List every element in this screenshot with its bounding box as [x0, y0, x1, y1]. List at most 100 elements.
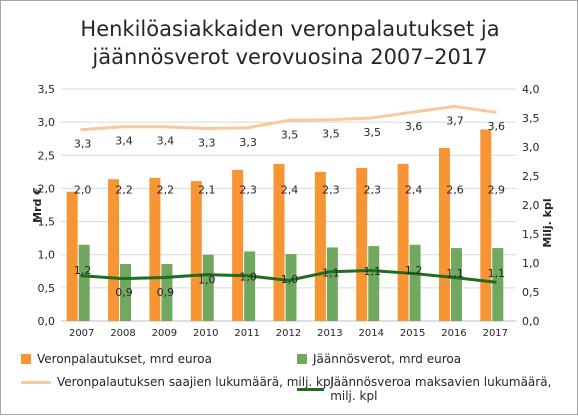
legend-label-maksajat: Jäännösveroa maksavien lukumäärä, milj. …	[330, 375, 552, 403]
x-tick-label: 2013	[317, 328, 342, 339]
data-label-saajat: 3,4	[115, 135, 133, 148]
data-label-saajat: 3,4	[157, 135, 175, 148]
bar-veronpalautukset	[356, 167, 368, 321]
bar-veronpalautukset	[190, 181, 202, 321]
x-tick-label: 2015	[400, 328, 425, 339]
bar-jaannosverot	[285, 254, 297, 321]
data-label-jaannosverot: 1,0	[239, 270, 257, 283]
data-label-veronpalautukset: 2,4	[405, 183, 423, 196]
data-label-veronpalautukset: 2,3	[239, 183, 257, 196]
x-tick-label: 2017	[483, 328, 508, 339]
legend-label-jaannosverot: Jäännösverot, mrd euroa	[313, 352, 462, 366]
chart-title-line-1: Henkilöasiakkaiden veronpalautukset ja	[80, 17, 500, 41]
x-tick-label: 2016	[441, 328, 466, 339]
bar-veronpalautukset	[480, 129, 492, 321]
y-right-axis-title: Milj. kpl	[541, 198, 554, 247]
legend-item-maksajat: Jäännösveroa maksavien lukumäärä, milj. …	[297, 375, 577, 403]
x-tick-label: 2010	[193, 328, 218, 339]
bar-jaannosverot	[244, 251, 256, 321]
y-left-tick-label: 0,5	[38, 282, 56, 295]
data-label-jaannosverot: 0,9	[115, 286, 133, 299]
legend-label-saajat: Veronpalautuksen saajien lukumäärä, milj…	[57, 375, 334, 389]
data-label-veronpalautukset: 2,3	[363, 183, 381, 196]
x-tick-label: 2011	[234, 328, 259, 339]
chart-title: Henkilöasiakkaiden veronpalautukset ja j…	[1, 15, 578, 71]
y-right-tick-label: 0,0	[522, 315, 540, 328]
data-label-veronpalautukset: 2,2	[115, 183, 133, 196]
data-label-jaannosverot: 1,2	[405, 264, 423, 277]
legend-swatch-saajat	[21, 380, 51, 384]
y-left-tick-label: 2,0	[38, 182, 56, 195]
data-label-veronpalautukset: 2,3	[322, 183, 340, 196]
data-label-jaannosverot: 1,1	[446, 267, 464, 280]
data-label-saajat: 3,5	[363, 126, 381, 139]
y-left-tick-label: 3,0	[38, 116, 56, 129]
x-tick-label: 2009	[152, 328, 177, 339]
bar-veronpalautukset	[438, 147, 450, 321]
y-right-tick-label: 4,0	[522, 83, 540, 96]
y-right-tick-label: 2,0	[522, 199, 540, 212]
legend-swatch-maksajat	[297, 387, 325, 391]
data-label-jaannosverot: 1,2	[74, 264, 92, 277]
bar-jaannosverot	[450, 248, 462, 321]
data-label-jaannosverot: 1,0	[281, 273, 299, 286]
bar-jaannosverot	[409, 244, 421, 321]
y-right-tick-label: 1,5	[522, 228, 540, 241]
data-label-saajat: 3,5	[281, 128, 299, 141]
y-left-tick-label: 1,0	[38, 249, 56, 262]
y-right-tick-label: 2,5	[522, 170, 540, 183]
data-label-jaannosverot: 1,0	[198, 274, 216, 287]
y-right-tick-label: 0,5	[522, 286, 540, 299]
x-tick-label: 2014	[359, 328, 384, 339]
y-right-tick-label: 3,0	[522, 141, 540, 154]
data-label-saajat: 3,6	[405, 120, 423, 133]
data-label-veronpalautukset: 2,0	[74, 183, 92, 196]
y-right-tick-label: 3,5	[522, 112, 540, 125]
bar-veronpalautukset	[108, 179, 120, 321]
legend-label-veronpalautukset: Veronpalautukset, mrd euroa	[37, 352, 212, 366]
bar-jaannosverot	[368, 246, 380, 321]
data-label-saajat: 3,6	[488, 120, 506, 133]
y-right-tick-label: 1,0	[522, 257, 540, 270]
data-label-jaannosverot: 1,1	[363, 265, 381, 278]
x-tick-label: 2012	[276, 328, 301, 339]
bar-jaannosverot	[202, 254, 214, 321]
bar-jaannosverot	[326, 247, 338, 321]
data-label-veronpalautukset: 2,9	[488, 183, 506, 196]
data-label-saajat: 3,3	[239, 136, 257, 149]
data-label-veronpalautukset: 2,1	[198, 183, 216, 196]
bar-veronpalautukset	[232, 169, 244, 321]
data-label-saajat: 3,5	[322, 128, 340, 141]
data-label-jaannosverot: 0,9	[157, 286, 175, 299]
legend-item-saajat: Veronpalautuksen saajien lukumäärä, milj…	[21, 375, 334, 389]
legend-item-jaannosverot: Jäännösverot, mrd euroa	[297, 352, 461, 366]
legend-item-veronpalautukset: Veronpalautukset, mrd euroa	[21, 352, 212, 366]
bar-veronpalautukset	[397, 163, 409, 321]
data-label-saajat: 3,7	[446, 114, 464, 127]
bar-jaannosverot	[120, 263, 132, 321]
data-label-veronpalautukset: 2,6	[446, 183, 464, 196]
line-saajat	[80, 104, 497, 132]
y-left-tick-label: 1,5	[38, 216, 56, 229]
y-left-axis-title: Mrd €	[31, 187, 44, 223]
bar-veronpalautukset	[66, 191, 78, 321]
data-label-jaannosverot: 1,1	[322, 266, 340, 279]
chart-title-line-2: jäännösverot verovuosina 2007–2017	[92, 45, 488, 69]
data-label-saajat: 3,3	[74, 138, 92, 151]
x-tick-label: 2007	[69, 328, 94, 339]
y-left-tick-label: 0,0	[38, 315, 56, 328]
bar-jaannosverot	[492, 248, 504, 321]
bar-veronpalautukset	[149, 177, 161, 321]
line-maksajat	[80, 269, 497, 284]
y-left-tick-label: 3,5	[38, 83, 56, 96]
data-label-veronpalautukset: 2,2	[157, 183, 175, 196]
data-label-saajat: 3,3	[198, 136, 216, 149]
bar-veronpalautukset	[314, 171, 326, 321]
data-label-jaannosverot: 1,1	[488, 267, 506, 280]
legend-swatch-veronpalautukset	[21, 354, 31, 364]
x-tick-label: 2008	[110, 328, 135, 339]
data-label-veronpalautukset: 2,4	[281, 183, 299, 196]
legend-swatch-jaannosverot	[297, 354, 307, 364]
